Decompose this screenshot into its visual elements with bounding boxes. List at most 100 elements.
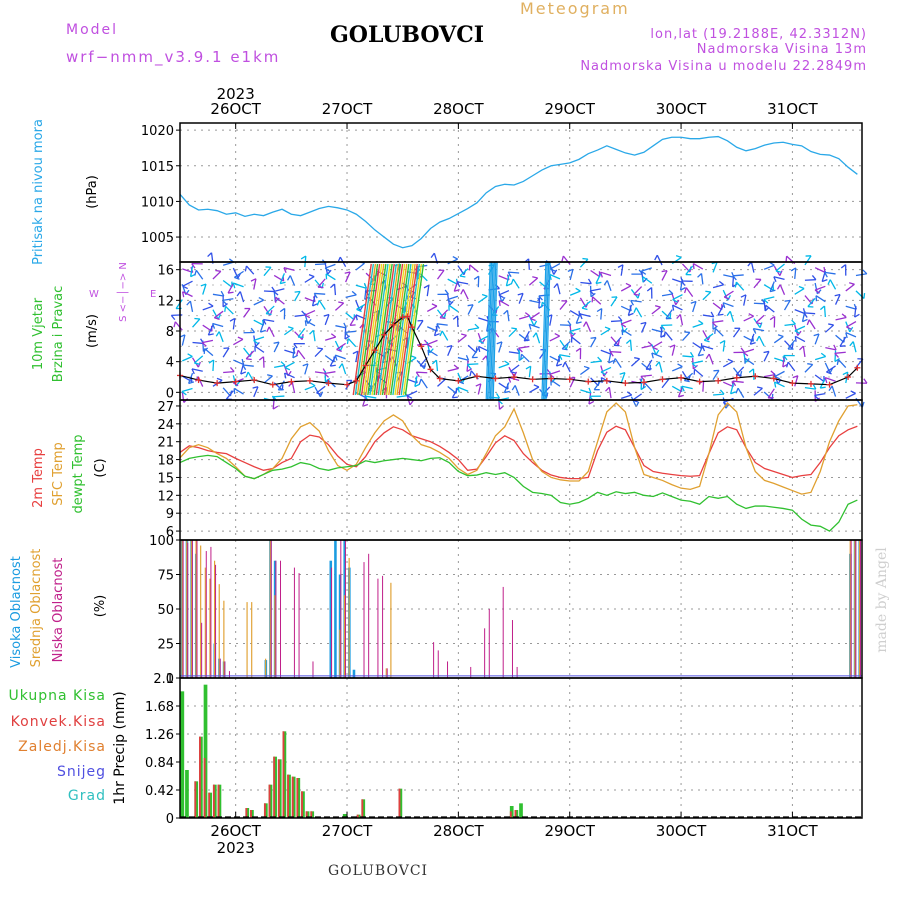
wind-barb xyxy=(580,281,592,285)
wind-barb-tick xyxy=(236,291,241,297)
wind-barb-tick xyxy=(836,359,839,366)
wind-gust-line xyxy=(373,263,393,396)
mid-cloud-bar xyxy=(209,578,211,678)
wind-barb xyxy=(824,362,831,374)
wind-gust-line xyxy=(390,263,410,396)
wind-barb-tick xyxy=(181,391,187,396)
wind-barb xyxy=(804,386,816,390)
y-tick-label: 16 xyxy=(157,264,174,279)
wind-barb-tick xyxy=(250,327,256,333)
wind-barb-tick xyxy=(689,351,694,358)
wind-barb-tick xyxy=(819,305,825,311)
wind-barb xyxy=(427,349,438,357)
wind-dir-line xyxy=(489,261,495,401)
total-precip-bar xyxy=(296,778,301,818)
y-tick-label: 0 xyxy=(166,812,174,827)
wind-barb xyxy=(333,283,337,296)
wind-barb xyxy=(702,345,714,350)
wind-barb-tick xyxy=(779,270,783,276)
low-cloud-bar xyxy=(437,650,439,678)
wind-barb-tick xyxy=(434,333,440,337)
wind-barb xyxy=(640,374,652,378)
wind-barb xyxy=(682,355,694,358)
wind-barb xyxy=(419,272,428,282)
wind-barb-tick xyxy=(524,339,530,342)
wind-barb-tick xyxy=(600,377,603,384)
conv-precip-bar xyxy=(514,810,517,818)
wind-barb-tick xyxy=(790,267,797,272)
wind-barb-tick xyxy=(532,276,538,279)
wind-barb xyxy=(845,305,857,310)
wind-barb xyxy=(550,262,561,270)
time-tick-bottom: 26OCT xyxy=(210,822,261,840)
wind-barb xyxy=(555,355,561,367)
pressure-label: Pritisak na nivou mora xyxy=(31,119,46,265)
wind-barb-tick xyxy=(188,381,195,385)
wind-barb-tick xyxy=(330,283,335,289)
y-tick-label: 1.26 xyxy=(145,728,174,743)
wind-barb xyxy=(297,327,306,338)
wind-barb xyxy=(365,395,377,399)
wind-barb-tick xyxy=(280,361,286,366)
mid-cloud-bar xyxy=(849,540,851,678)
wind-barb xyxy=(499,299,510,307)
mid-cloud-bar xyxy=(204,567,206,678)
low-cloud-bar xyxy=(210,546,212,678)
low-cloud-bar xyxy=(433,642,435,678)
wind-barb-tick xyxy=(681,280,686,286)
wind-barb-tick xyxy=(589,290,595,296)
conv-precip-bar xyxy=(301,791,303,818)
wind-barb xyxy=(284,372,295,379)
time-tick-bottom: 28OCT xyxy=(433,822,484,840)
wind-barb-tick xyxy=(346,338,350,345)
wind-barb xyxy=(661,270,668,281)
wind-barb xyxy=(712,370,720,381)
wind-barb-tick xyxy=(350,324,356,327)
wind-barb-tick xyxy=(255,341,260,347)
low-cloud-bar xyxy=(191,540,193,678)
wind-barb xyxy=(245,265,255,275)
wind-barb-tick xyxy=(704,339,710,343)
wind-gust-line xyxy=(396,263,416,396)
wind-barb xyxy=(265,305,275,315)
wind-barb xyxy=(753,302,765,305)
wind-barb xyxy=(289,275,296,286)
wind-barb-tick xyxy=(719,340,726,344)
wind-barb-tick xyxy=(359,305,364,312)
wind-barb-tick xyxy=(583,365,590,369)
wind-barb xyxy=(441,330,449,341)
pressure-unit: (hPa) xyxy=(85,175,100,209)
total-precip-bar xyxy=(185,770,189,818)
wind-barb-tick xyxy=(646,287,653,292)
wind-barb xyxy=(447,278,458,285)
wind-barb xyxy=(498,341,503,353)
mid-cloud-bar xyxy=(195,540,197,678)
wind-barb-tick xyxy=(550,268,556,272)
wind-barb xyxy=(294,291,301,302)
wind-barb-tick xyxy=(845,332,848,339)
wind-barb-tick xyxy=(191,368,195,375)
wind-barb xyxy=(530,312,540,320)
wind-barb-tick xyxy=(785,256,788,262)
wind-barb-tick xyxy=(309,329,314,335)
wind-barb-tick xyxy=(763,299,769,304)
wind-barb xyxy=(273,341,280,353)
wind-barb xyxy=(846,320,857,328)
wind-barb xyxy=(610,350,622,353)
wind-barb xyxy=(416,371,428,374)
wind-barb-tick xyxy=(783,355,788,361)
wind-barb-tick xyxy=(517,292,524,296)
time-tick-top: 30OCT xyxy=(656,100,707,118)
wind-barb-tick xyxy=(562,348,568,351)
wind-barb xyxy=(253,278,257,290)
wind-barb xyxy=(181,387,193,393)
wind-barb-tick xyxy=(576,321,582,325)
wind-barb-tick xyxy=(727,358,734,363)
wind-barb-tick xyxy=(812,383,817,390)
wind-barb xyxy=(580,389,592,394)
low-cloud-bar xyxy=(377,578,379,678)
wind-barb-tick xyxy=(691,362,697,368)
wind-barb xyxy=(763,284,774,291)
mid-cloud-label: Srednja Oblacnost xyxy=(29,549,44,668)
mid-cloud-bar xyxy=(223,600,225,678)
